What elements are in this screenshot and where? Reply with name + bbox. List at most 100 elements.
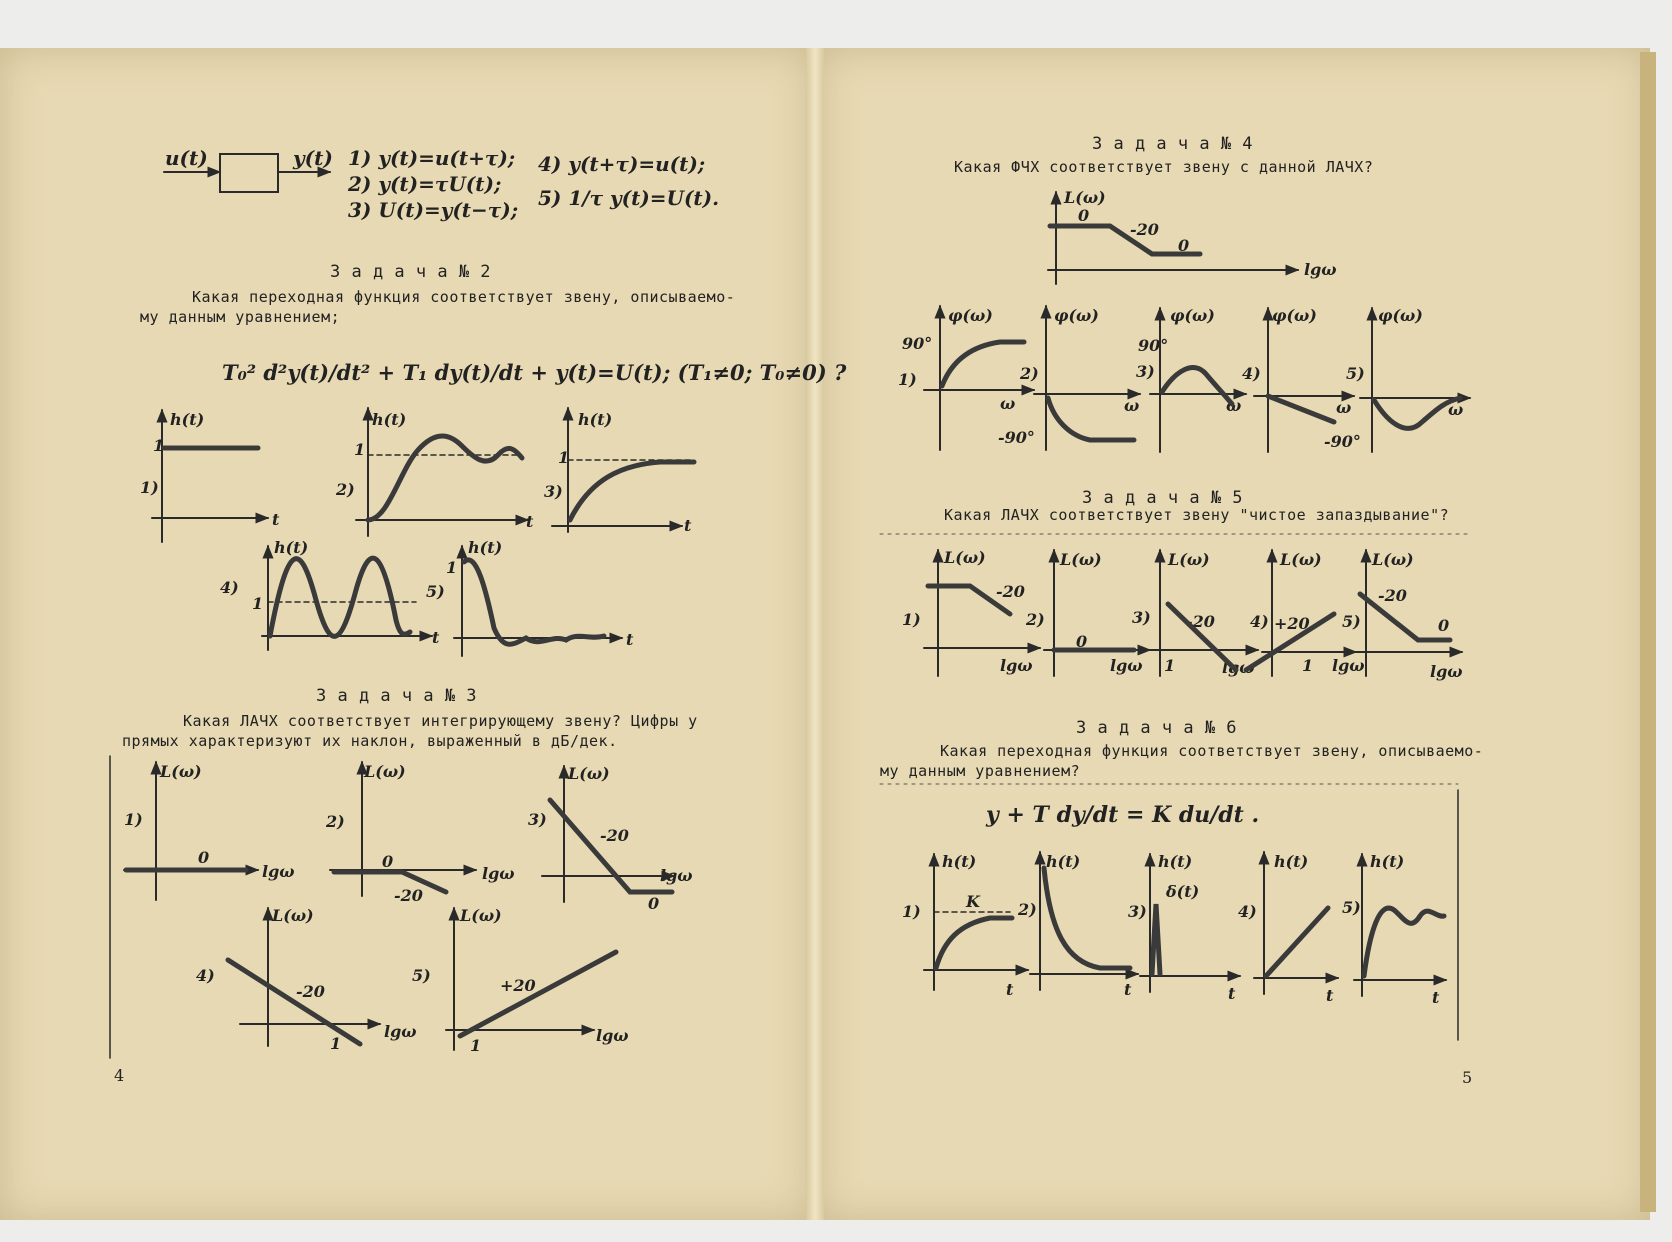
t4-lachx-slope0: 0	[1078, 206, 1090, 225]
t4-lachx-slope0b: 0	[1178, 236, 1190, 255]
task1-option-1: 1) y(t)=u(t+τ);	[348, 146, 516, 170]
t5-g2-label: 2)	[1026, 610, 1045, 629]
t3-graph-5	[445, 906, 619, 1051]
t5-g4-lgw: lgω	[1332, 656, 1365, 675]
task4-title: З а д а ч а № 4	[1092, 134, 1254, 154]
t4-g2-w2: ω	[1124, 396, 1140, 415]
page-edge	[1640, 52, 1656, 1212]
t5-g4-slope: +20	[1274, 614, 1310, 633]
block-input-label: u(t)	[165, 146, 208, 170]
t2-g3-label: 3)	[544, 482, 563, 501]
t5-g5-axis: L(ω)	[1372, 550, 1414, 569]
t5-graph-3	[1149, 548, 1260, 677]
t2-g4-one: 1	[252, 594, 264, 613]
t4-g3-label: 3)	[1136, 362, 1155, 381]
t2-graph-3	[551, 406, 697, 533]
t5-g3-one: 1	[1164, 656, 1176, 675]
t4-graph-4	[1253, 306, 1356, 453]
task1-option-3: 3) U(t)=y(t−τ);	[348, 198, 519, 222]
t6-graph-1	[923, 852, 1030, 991]
task5-question: Какая ЛАЧХ соответствует звену "чистое з…	[944, 506, 1450, 524]
task6-equation: y + T dy/dt = K du/dt .	[986, 802, 1260, 828]
t3-g5-axis: L(ω)	[460, 906, 502, 925]
t4-lachx-graph	[1047, 190, 1300, 285]
t3-g4-lgw: lgω	[384, 1022, 417, 1041]
t4-g2-w: ω	[1000, 394, 1016, 413]
t3-g2-slope: 0	[382, 852, 394, 871]
t6-graph-5	[1353, 852, 1448, 997]
t3-graph-2	[329, 760, 478, 897]
t5-g2-axis: L(ω)	[1060, 550, 1102, 569]
task3-question-line1: Какая ЛАЧХ соответствует интегрирующему …	[183, 712, 698, 730]
t3-g2-slope2: -20	[394, 886, 423, 905]
t4-graph-1	[923, 304, 1036, 451]
t2-g3-one: 1	[558, 448, 570, 467]
t2-g3-axis: h(t)	[578, 410, 613, 429]
t4-g4-axis: φ(ω)	[1272, 306, 1317, 325]
t5-graph-5	[1355, 548, 1464, 677]
t3-g3-axis: L(ω)	[568, 764, 610, 783]
t6-g2-axis: h(t)	[1046, 852, 1081, 871]
t3-g2-axis: L(ω)	[364, 762, 406, 781]
t3-g5-lgw: lgω	[596, 1026, 629, 1045]
t4-g2-label: 2)	[1020, 364, 1039, 383]
t4-graph-5	[1359, 306, 1472, 453]
t6-g1-axis: h(t)	[942, 852, 977, 871]
t4-g5-w: ω	[1448, 400, 1464, 419]
t2-graph-5	[453, 544, 624, 657]
t4-lachx-slope20: -20	[1130, 220, 1159, 239]
t3-g4-slope: -20	[296, 982, 325, 1001]
t5-g3-axis: L(ω)	[1168, 550, 1210, 569]
t3-g4-axis: L(ω)	[272, 906, 314, 925]
t5-g4-label: 4)	[1250, 612, 1269, 631]
task4-question: Какая ФЧХ соответствует звену с данной Л…	[954, 158, 1374, 176]
task2-equation: T₀² d²y(t)/dt² + T₁ dy(t)/dt + y(t)=U(t)…	[222, 360, 847, 385]
t2-graph-1	[151, 408, 270, 543]
t5-g1-label: 1)	[902, 610, 921, 629]
t3-g3-label: 3)	[528, 810, 547, 829]
t2-g4-axis: h(t)	[274, 538, 309, 557]
t6-g5-t: t	[1432, 988, 1440, 1007]
t4-g4-w: ω	[1336, 398, 1352, 417]
t3-g5-one: 1	[470, 1036, 482, 1055]
task6-title: З а д а ч а № 6	[1076, 718, 1238, 738]
t5-g1-axis: L(ω)	[944, 548, 986, 567]
task3-title: З а д а ч а № 3	[316, 686, 478, 706]
t4-g5-label: 5)	[1346, 364, 1365, 383]
book-gutter	[806, 48, 824, 1220]
t4-lachx-lgw: lgω	[1304, 260, 1337, 279]
t2-graph-2	[355, 406, 530, 537]
t2-g1-label: 1)	[140, 478, 159, 497]
t6-g3-label: 3)	[1128, 902, 1147, 921]
t5-graph-1	[923, 548, 1042, 677]
t2-g2-one: 1	[354, 440, 366, 459]
t2-g4-label: 4)	[220, 578, 239, 597]
t4-graph-3	[1149, 306, 1248, 453]
t2-g5-label: 5)	[426, 582, 445, 601]
t6-g1-label: 1)	[902, 902, 921, 921]
t3-graph-4	[225, 906, 382, 1047]
t3-g2-lgw: lgω	[482, 864, 515, 883]
t4-g4-label: 4)	[1242, 364, 1261, 383]
t4-g1-label: 1)	[898, 370, 917, 389]
page-number-left: 4	[114, 1066, 125, 1085]
t2-g1-t: t	[272, 510, 280, 529]
t2-g2-t: t	[526, 512, 534, 531]
t5-g5-slope0: 0	[1438, 616, 1450, 635]
t2-g1-one: 1	[153, 436, 165, 455]
task6-question-line1: Какая переходная функция соответствует з…	[940, 742, 1484, 760]
t4-g5-m90: -90°	[1324, 432, 1361, 451]
t5-g5-label: 5)	[1342, 612, 1361, 631]
task1-option-4: 4) y(t+τ)=u(t);	[538, 152, 706, 176]
t4-g3-axis: φ(ω)	[1170, 306, 1215, 325]
t6-g3-t: t	[1228, 984, 1236, 1003]
t6-graph-2	[1029, 850, 1140, 991]
t2-g3-t: t	[684, 516, 692, 535]
t3-g2-label: 2)	[326, 812, 345, 831]
t3-g1-lgw: lgω	[262, 862, 295, 881]
t4-g5-axis: φ(ω)	[1378, 306, 1423, 325]
t6-graph-3	[1139, 852, 1242, 993]
t4-graph-2	[1033, 304, 1142, 451]
t3-g1-slope: 0	[198, 848, 210, 867]
t2-g1-axis: h(t)	[170, 410, 205, 429]
